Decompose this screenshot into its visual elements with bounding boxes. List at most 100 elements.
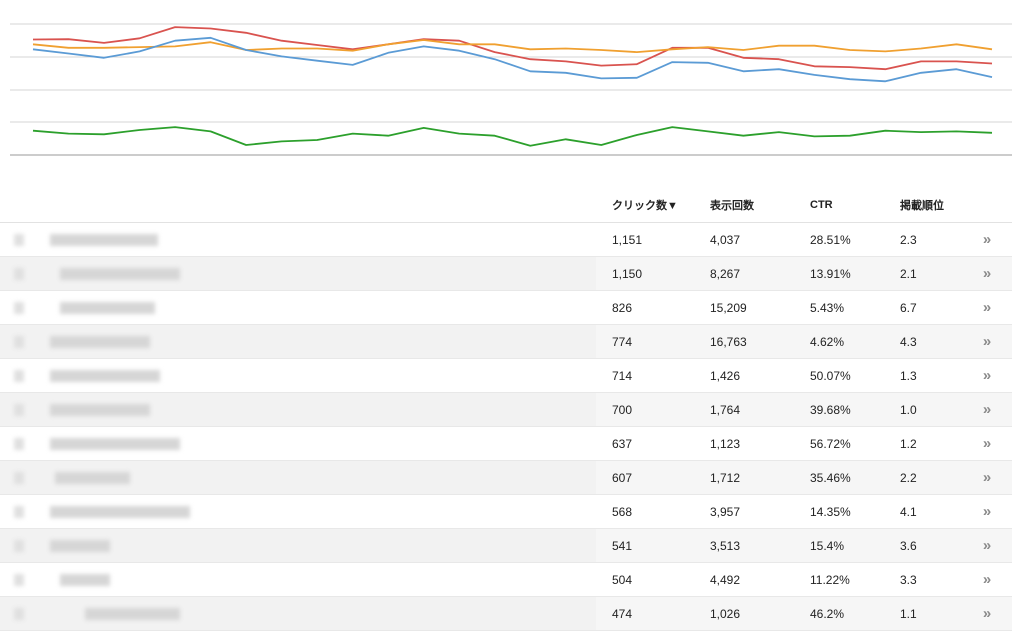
- impressions-cell: 16,763: [694, 324, 794, 359]
- ctr-cell: 28.51%: [794, 222, 884, 257]
- redaction-block: [14, 370, 24, 382]
- impressions-cell: 1,764: [694, 392, 794, 427]
- double-chevron-right-icon[interactable]: »: [982, 299, 992, 316]
- double-chevron-right-icon[interactable]: »: [982, 469, 992, 486]
- ctr-cell: 39.68%: [794, 392, 884, 427]
- impressions-cell: 1,123: [694, 426, 794, 461]
- position-cell: 4.1: [884, 494, 962, 529]
- redaction-block: [14, 336, 24, 348]
- query-cell-redacted: [0, 460, 596, 495]
- double-chevron-right-icon[interactable]: »: [982, 367, 992, 384]
- query-cell-redacted: [0, 358, 596, 393]
- row-action-cell: »: [962, 290, 1012, 325]
- ctr-cell: 4.62%: [794, 324, 884, 359]
- redaction-block: [50, 336, 150, 348]
- redaction-block: [14, 540, 24, 552]
- performance-line-chart: [10, 23, 1012, 156]
- impressions-cell: 1,426: [694, 358, 794, 393]
- query-cell-redacted: [0, 290, 596, 325]
- impressions-cell: 4,492: [694, 562, 794, 597]
- clicks-cell: 637: [596, 426, 694, 461]
- redaction-block: [14, 574, 24, 586]
- chart-gridlines: [10, 23, 1012, 156]
- double-chevron-right-icon[interactable]: »: [982, 503, 992, 520]
- position-cell: 3.6: [884, 528, 962, 563]
- table-row[interactable]: 826 15,209 5.43% 6.7 »: [0, 290, 1012, 325]
- query-cell-redacted: [0, 392, 596, 427]
- redaction-block: [14, 404, 24, 416]
- table-row[interactable]: 504 4,492 11.22% 3.3 »: [0, 562, 1012, 597]
- double-chevron-right-icon[interactable]: »: [982, 333, 992, 350]
- ctr-cell: 15.4%: [794, 528, 884, 563]
- position-cell: 1.1: [884, 596, 962, 631]
- redaction-block: [85, 608, 180, 620]
- table-row[interactable]: 607 1,712 35.46% 2.2 »: [0, 460, 1012, 495]
- row-action-cell: »: [962, 562, 1012, 597]
- impressions-cell: 1,026: [694, 596, 794, 631]
- table-row[interactable]: 541 3,513 15.4% 3.6 »: [0, 528, 1012, 563]
- double-chevron-right-icon[interactable]: »: [982, 401, 992, 418]
- row-action-cell: »: [962, 222, 1012, 257]
- ctr-cell: 13.91%: [794, 256, 884, 291]
- query-cell-redacted: [0, 528, 596, 563]
- position-cell: 1.3: [884, 358, 962, 393]
- query-cell-redacted: [0, 596, 596, 631]
- series-line-4: [32, 126, 993, 147]
- table-row[interactable]: 774 16,763 4.62% 4.3 »: [0, 324, 1012, 359]
- position-cell: 2.1: [884, 256, 962, 291]
- series-line-1: [32, 26, 993, 71]
- position-cell: 4.3: [884, 324, 962, 359]
- table-row[interactable]: 637 1,123 56.72% 1.2 »: [0, 426, 1012, 461]
- redaction-block: [55, 472, 130, 484]
- impressions-cell: 15,209: [694, 290, 794, 325]
- clicks-cell: 541: [596, 528, 694, 563]
- header-action: [962, 188, 1012, 223]
- redaction-block: [14, 268, 24, 280]
- table-row[interactable]: 700 1,764 39.68% 1.0 »: [0, 392, 1012, 427]
- series-line-2: [32, 39, 993, 53]
- header-ctr[interactable]: CTR: [794, 188, 884, 223]
- impressions-cell: 3,957: [694, 494, 794, 529]
- redaction-block: [50, 540, 110, 552]
- double-chevron-right-icon[interactable]: »: [982, 571, 992, 588]
- redaction-block: [14, 608, 24, 620]
- table-row[interactable]: 568 3,957 14.35% 4.1 »: [0, 494, 1012, 529]
- query-table: クリック数▼ 表示回数 CTR 掲載順位 1,151 4,037 28.51% 2.3…: [0, 188, 1012, 631]
- header-position[interactable]: 掲載順位: [884, 188, 962, 223]
- header-impressions[interactable]: 表示回数: [694, 188, 794, 223]
- redaction-block: [60, 268, 180, 280]
- redaction-block: [50, 234, 158, 246]
- query-table-container: クリック数▼ 表示回数 CTR 掲載順位 1,151 4,037 28.51% 2.3…: [0, 188, 1012, 631]
- header-query: [0, 188, 596, 223]
- double-chevron-right-icon[interactable]: »: [982, 265, 992, 282]
- redaction-block: [14, 234, 24, 246]
- query-cell-redacted: [0, 426, 596, 461]
- query-cell-redacted: [0, 494, 596, 529]
- position-cell: 6.7: [884, 290, 962, 325]
- double-chevron-right-icon[interactable]: »: [982, 231, 992, 248]
- row-action-cell: »: [962, 528, 1012, 563]
- ctr-cell: 46.2%: [794, 596, 884, 631]
- redaction-block: [14, 302, 24, 314]
- position-cell: 2.2: [884, 460, 962, 495]
- redaction-block: [14, 472, 24, 484]
- ctr-cell: 5.43%: [794, 290, 884, 325]
- double-chevron-right-icon[interactable]: »: [982, 537, 992, 554]
- impressions-cell: 4,037: [694, 222, 794, 257]
- table-row[interactable]: 1,151 4,037 28.51% 2.3 »: [0, 222, 1012, 257]
- row-action-cell: »: [962, 324, 1012, 359]
- header-clicks[interactable]: クリック数▼: [596, 188, 694, 223]
- double-chevron-right-icon[interactable]: »: [982, 435, 992, 452]
- row-action-cell: »: [962, 460, 1012, 495]
- impressions-cell: 3,513: [694, 528, 794, 563]
- position-cell: 1.2: [884, 426, 962, 461]
- clicks-cell: 504: [596, 562, 694, 597]
- double-chevron-right-icon[interactable]: »: [982, 605, 992, 622]
- table-row[interactable]: 714 1,426 50.07% 1.3 »: [0, 358, 1012, 393]
- position-cell: 3.3: [884, 562, 962, 597]
- table-row[interactable]: 1,150 8,267 13.91% 2.1 »: [0, 256, 1012, 291]
- table-row[interactable]: 474 1,026 46.2% 1.1 »: [0, 596, 1012, 631]
- redaction-block: [50, 438, 180, 450]
- redaction-block: [14, 506, 24, 518]
- ctr-cell: 56.72%: [794, 426, 884, 461]
